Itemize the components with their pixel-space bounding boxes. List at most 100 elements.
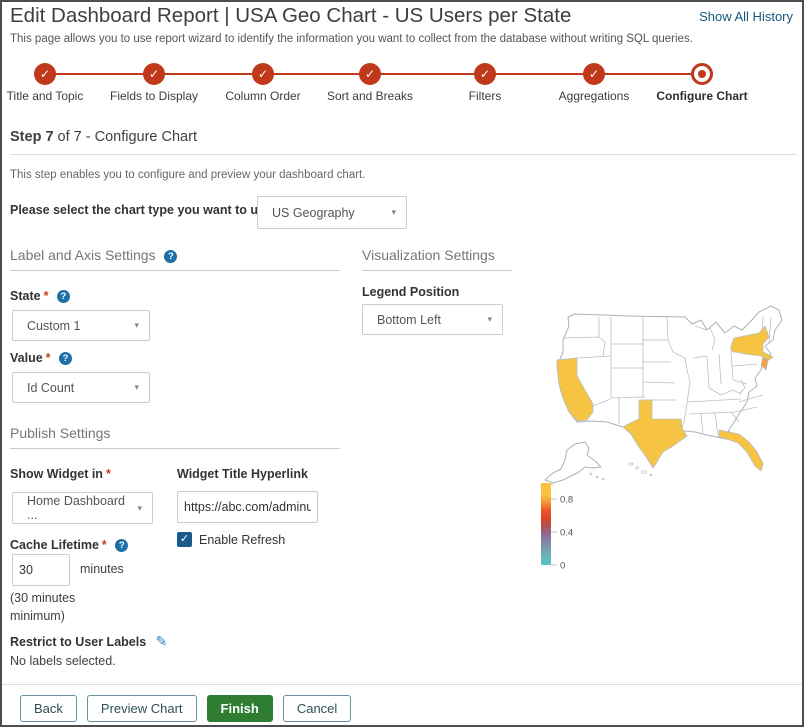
restrict-labels-label: Restrict to User Labels ✎ <box>10 633 167 650</box>
chart-type-value: US Geography <box>272 205 355 220</box>
legend-tick-0.8: 0.8 <box>560 495 573 506</box>
state-field-label: State * ? <box>10 289 70 303</box>
back-button[interactable]: Back <box>20 695 77 722</box>
widget-hyperlink-label: Widget Title Hyperlink <box>177 467 308 481</box>
chevron-down-icon: ▾ <box>137 502 142 513</box>
cache-lifetime-note: (30 minutes minimum) <box>10 591 76 624</box>
step-label-configure-chart[interactable]: Configure Chart <box>656 89 748 103</box>
state-new-jersey <box>760 356 769 371</box>
help-icon[interactable]: ? <box>56 290 70 303</box>
cache-lifetime-label-text: Cache Lifetime <box>10 538 99 552</box>
show-all-history-link[interactable]: Show All History <box>699 9 793 24</box>
step-circle-fields-to-display[interactable]: ✓ <box>143 63 165 85</box>
check-icon: ✓ <box>39 67 51 81</box>
finish-button[interactable]: Finish <box>206 695 273 722</box>
chevron-down-icon: ▾ <box>487 314 492 324</box>
enable-refresh-checkbox-row[interactable]: ✓ Enable Refresh <box>177 532 285 547</box>
required-asterisk: * <box>45 351 51 365</box>
step-label-fields-to-display[interactable]: Fields to Display <box>109 89 199 103</box>
publish-settings-heading: Publish Settings <box>10 425 340 449</box>
footer-divider <box>2 684 802 685</box>
chart-type-select[interactable]: US Geography ▾ <box>257 196 407 229</box>
us-geo-chart-preview: 0.8 0.4 0 <box>539 305 783 572</box>
current-step-dot-icon <box>698 70 706 78</box>
state-label-text: State <box>10 289 41 303</box>
step-heading: Step 7 of 7 - Configure Chart <box>10 129 197 145</box>
widget-hyperlink-input[interactable] <box>177 491 318 523</box>
enable-refresh-label: Enable Refresh <box>199 532 286 547</box>
step-heading-bold: Step 7 <box>10 129 54 145</box>
chevron-down-icon: ▾ <box>391 207 396 217</box>
checkbox-checked-icon[interactable]: ✓ <box>177 532 192 547</box>
hawaii-island <box>641 470 647 474</box>
cancel-button[interactable]: Cancel <box>282 695 352 722</box>
step-circle-sort-and-breaks[interactable]: ✓ <box>359 63 381 85</box>
chart-type-label: Please select the chart type you want to… <box>10 203 272 217</box>
edit-pencil-icon[interactable]: ✎ <box>155 633 168 649</box>
state-florida <box>718 429 764 472</box>
legend-position-value: Bottom Left <box>377 312 441 327</box>
legend-position-select[interactable]: Bottom Left ▾ <box>362 304 503 335</box>
help-icon[interactable]: ? <box>115 539 129 552</box>
step-label-aggregations[interactable]: Aggregations <box>558 89 630 103</box>
check-icon: ✓ <box>257 67 269 81</box>
required-asterisk: * <box>105 467 111 481</box>
hawaii-island <box>635 466 639 470</box>
step-circle-configure-chart[interactable] <box>691 63 713 85</box>
cache-lifetime-unit: minutes <box>80 562 124 576</box>
cache-lifetime-input[interactable] <box>12 554 70 586</box>
step-circle-title-and-topic[interactable]: ✓ <box>34 63 56 85</box>
heading-divider <box>10 154 797 155</box>
legend-tick-0: 0 <box>560 561 565 572</box>
step-intro-text: This step enables you to configure and p… <box>10 169 366 181</box>
page-subtitle: This page allows you to use report wizar… <box>10 33 693 45</box>
check-icon: ✓ <box>479 67 491 81</box>
value-select[interactable]: Id Count ▾ <box>12 372 150 403</box>
legend-tick-0.4: 0.4 <box>560 528 573 539</box>
show-widget-select[interactable]: Home Dashboard ... ▾ <box>12 492 153 524</box>
state-texas <box>622 399 688 469</box>
island <box>595 475 599 479</box>
value-field-label: Value * ? <box>10 351 73 365</box>
restrict-labels-status: No labels selected. <box>10 654 116 668</box>
state-select-value: Custom 1 <box>27 318 81 333</box>
page-title: Edit Dashboard Report | USA Geo Chart - … <box>10 4 572 27</box>
step-label-sort-and-breaks[interactable]: Sort and Breaks <box>326 89 414 103</box>
step-circle-aggregations[interactable]: ✓ <box>583 63 605 85</box>
show-widget-label-text: Show Widget in <box>10 467 103 481</box>
chevron-down-icon: ▾ <box>134 320 139 330</box>
help-icon[interactable]: ? <box>164 250 178 263</box>
required-asterisk: * <box>43 289 49 303</box>
island <box>589 472 593 476</box>
hawaii-island <box>649 473 653 477</box>
step-circle-column-order[interactable]: ✓ <box>252 63 274 85</box>
step-label-column-order[interactable]: Column Order <box>225 89 301 103</box>
check-icon: ✓ <box>148 67 160 81</box>
cache-lifetime-label: Cache Lifetime * ? <box>10 538 129 552</box>
state-california <box>556 357 594 422</box>
state-select[interactable]: Custom 1 ▾ <box>12 310 150 341</box>
visualization-settings-heading: Visualization Settings <box>362 247 512 271</box>
step-label-title-and-topic[interactable]: Title and Topic <box>6 89 84 103</box>
step-heading-rest: of 7 - Configure Chart <box>53 129 197 145</box>
help-icon[interactable]: ? <box>59 352 73 365</box>
check-icon: ✓ <box>364 67 376 81</box>
island <box>601 477 605 481</box>
step-label-filters[interactable]: Filters <box>468 89 502 103</box>
step-circle-filters[interactable]: ✓ <box>474 63 496 85</box>
state-borders-east <box>687 315 772 437</box>
value-label-text: Value <box>10 351 43 365</box>
value-select-value: Id Count <box>27 380 75 395</box>
label-axis-settings-title: Label and Axis Settings <box>10 247 156 263</box>
show-widget-label: Show Widget in * <box>10 467 111 481</box>
legend-tick-marks <box>551 498 557 566</box>
required-asterisk: * <box>101 538 107 552</box>
state-borders-plains <box>642 316 691 432</box>
hawaii-island <box>628 462 634 466</box>
preview-chart-button[interactable]: Preview Chart <box>86 695 197 722</box>
alaska-outline <box>544 441 602 484</box>
check-icon: ✓ <box>588 67 600 81</box>
footer-buttons: Back Preview Chart Finish Cancel <box>20 695 352 722</box>
label-axis-settings-heading: Label and Axis Settings ? <box>10 247 340 271</box>
